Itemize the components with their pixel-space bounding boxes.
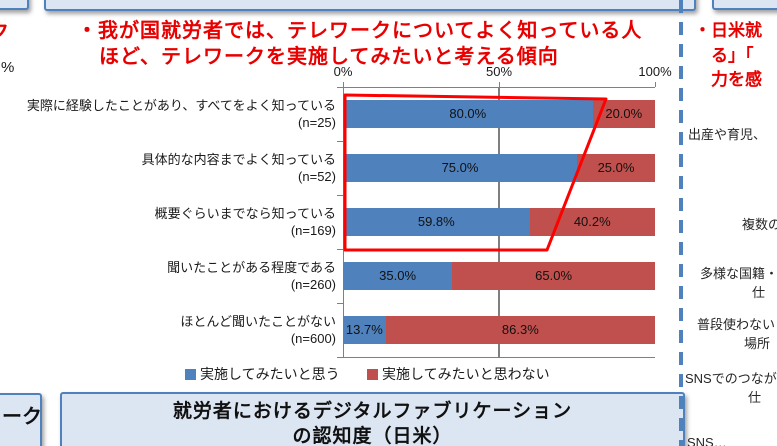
bottom-left-panel-fragment [0,393,42,446]
category-label-n: (n=600) [290,331,336,346]
x-axis-tick-label: 50% [485,64,513,79]
bar-value-label: 86.3% [501,322,539,337]
category-label-text: 概要ぐらいまでなら知っている [154,206,336,221]
right-panel-label-fragment: 仕 [748,390,762,405]
right-panel-label-fragment: SNS… [687,435,727,446]
right-panel-label-fragment: 普段使わない [697,317,776,332]
category-label-text: 具体的な内容までよく知っている [141,152,336,167]
bar-segment-blue [343,316,386,344]
headline-line1: ・我が国就労者では、テレワークについてよく知っている人 [77,20,643,42]
category-label-n: (n=169) [290,223,336,238]
x-axis-tick-label: 100% [638,64,672,79]
category-label-text: 聞いたことがある程度である [167,260,336,275]
x-axis-tick [343,82,344,87]
category-label: ほとんど聞いたことがない (n=600) [0,303,336,357]
right-panel-label-fragment: 多様な国籍・ [700,266,777,281]
category-axis-tick [337,195,343,196]
top-right-panel-fragment [712,0,777,10]
bar-value-label: 20.0% [605,106,643,121]
bar-value-label: 75.0% [441,160,479,175]
legend-label: 実施してみたいと思う [200,366,340,382]
bar-value-label: 65.0% [535,268,573,283]
x-axis-tick-label: 0% [333,64,353,79]
category-label: 具体的な内容までよく知っている (n=52) [0,141,336,195]
category-label-text: ほとんど聞いたことがない [180,314,336,329]
category-axis-tick [337,141,343,142]
next-section-title-line1: 就労者におけるデジタルファブリケーション [172,401,573,422]
bottom-left-text-fragment: ーク [2,406,42,428]
bar-value-label: 35.0% [379,268,417,283]
right-panel-headline-fragment-2: る」「 [711,46,754,65]
panel-divider-dashed-line [679,0,683,446]
bar-segment-red [385,316,655,344]
category-axis-tick [337,249,343,250]
legend-label: 実施してみたいと思わない [382,366,550,382]
category-axis-tick [337,303,343,304]
bar-value-label: 13.7% [345,322,383,337]
left-edge-red-text-fragment: ク [0,15,9,44]
bar-segment-red [452,262,655,290]
category-axis-tick [337,87,343,88]
category-label: 聞いたことがある程度である (n=260) [0,249,336,303]
bar-value-label: 80.0% [449,106,487,121]
category-label: 実際に経験したことがあり、すべてをよく知っている (n=25) [0,87,336,141]
right-panel-label-fragment: 仕 [752,285,766,300]
legend-item: 実施してみたいと思わない [367,364,550,384]
right-panel-label-fragment: 出産や育児、 [688,127,767,142]
bar-value-label: 25.0% [597,160,635,175]
category-label: 概要ぐらいまでなら知っている (n=169) [0,195,336,249]
category-label-n: (n=25) [298,115,336,130]
legend-swatch [185,368,196,380]
right-panel-headline-fragment-1: ・日米就 [694,21,762,40]
right-panel-label-fragment: SNSでのつなが [685,371,777,386]
left-edge-percent-fragment: % [1,59,15,76]
right-panel-headline-fragment-3: 力を感 [711,70,762,89]
next-section-title-box: 就労者におけるデジタルファブリケーション の認知度（日米） [60,392,685,446]
telework-stacked-bar-chart: 0% 50% 100% 実際に経験したことがあり、すべてをよく知っている (n=25) 8… [0,64,672,384]
bar-segment-blue [343,262,453,290]
legend-swatch [367,368,378,380]
next-section-title-line2: の認知度（日米） [292,426,453,446]
right-panel-label-fragment: 場所 [744,336,771,351]
bottom-axis-line [343,357,655,358]
bar-value-label: 40.2% [573,214,611,229]
headline-line2: ほど、テレワークを実施してみたいと考える傾向 [99,46,559,68]
bar-value-label: 59.8% [417,214,455,229]
right-panel-label-fragment: 複数の [742,217,777,232]
x-axis-tick [499,82,500,87]
category-label-n: (n=52) [298,169,336,184]
top-left-panel-fragment [0,0,29,10]
category-axis-tick [337,357,343,358]
x-axis-tick [655,82,656,87]
top-center-panel-fragment [44,0,696,11]
legend-item: 実施してみたいと思う [185,364,340,384]
category-label-text: 実際に経験したことがあり、すべてをよく知っている [26,98,336,113]
top-axis-line [343,87,655,88]
category-label-n: (n=260) [290,277,336,292]
